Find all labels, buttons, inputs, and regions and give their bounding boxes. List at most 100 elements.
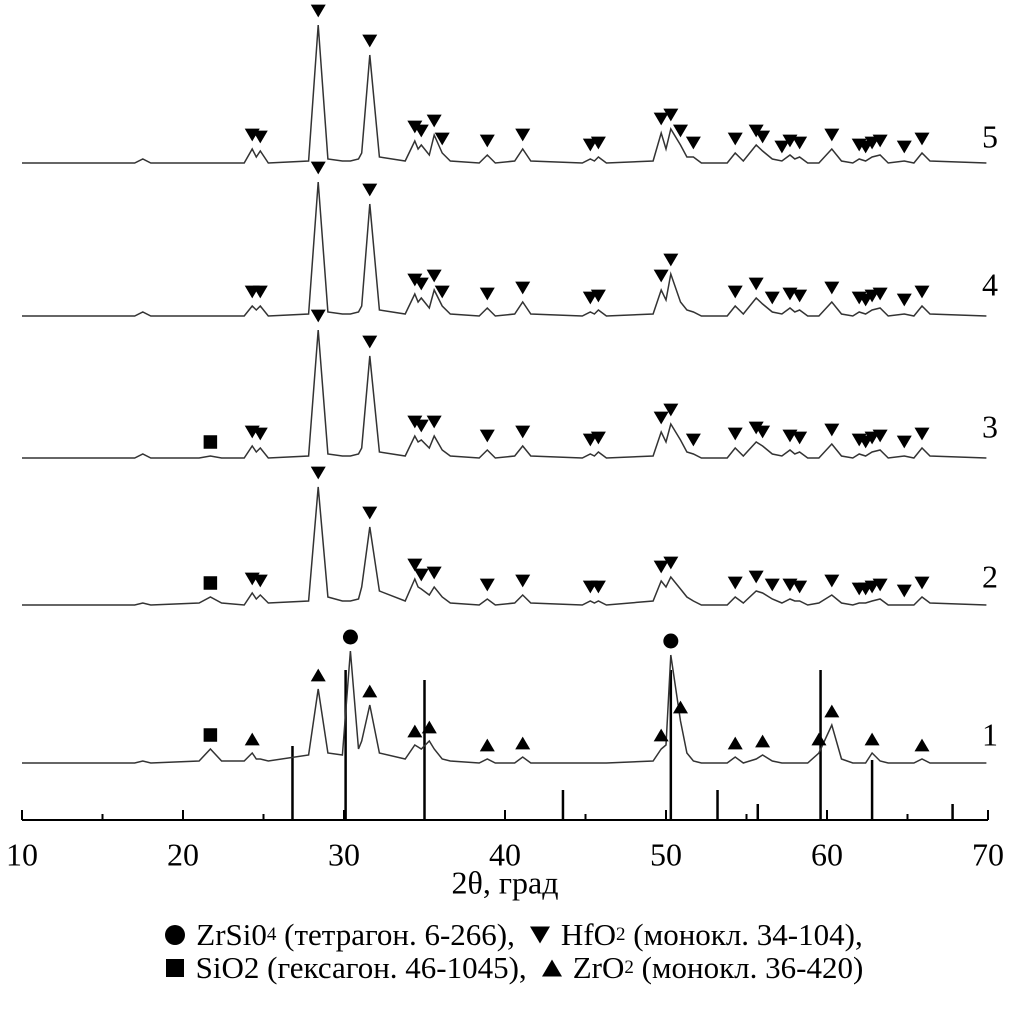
marker-up <box>362 684 378 698</box>
marker-down <box>653 112 669 126</box>
marker-up <box>914 738 930 752</box>
x-tick-label: 30 <box>328 836 360 872</box>
marker-down <box>252 574 268 588</box>
marker-down <box>914 285 930 299</box>
marker-up <box>541 959 562 976</box>
marker-up <box>727 736 743 750</box>
marker-down <box>479 287 495 301</box>
marker-down <box>310 161 326 175</box>
marker-down <box>755 425 771 439</box>
marker-down <box>653 560 669 574</box>
legend-sub: 2 <box>616 923 626 945</box>
marker-down <box>727 132 743 146</box>
marker-down <box>515 281 531 295</box>
marker-down <box>685 136 701 150</box>
marker-down <box>653 269 669 283</box>
marker-up <box>421 720 437 734</box>
marker-down <box>362 335 378 349</box>
marker-down <box>653 411 669 425</box>
marker-up <box>755 734 771 748</box>
marker-down <box>310 466 326 480</box>
series-label: 3 <box>982 408 998 444</box>
legend-symbol <box>165 958 184 977</box>
marker-down <box>479 134 495 148</box>
marker-down <box>515 574 531 588</box>
marker-down <box>479 429 495 443</box>
legend-symbol <box>165 924 186 945</box>
marker-down <box>362 506 378 520</box>
marker-down <box>872 429 888 443</box>
marker-down <box>407 415 423 429</box>
marker-down <box>426 566 442 580</box>
marker-down <box>434 132 450 146</box>
legend-formula: HfO <box>560 916 616 952</box>
trace <box>22 24 987 164</box>
marker-down <box>252 285 268 299</box>
marker-down <box>872 287 888 301</box>
legend-sub: 4 <box>266 923 277 945</box>
marker-down <box>824 281 840 295</box>
marker-down <box>590 136 606 150</box>
marker-down <box>774 140 790 154</box>
legend-row: SiO2 (гексагон. 46-1045), ZrO 2 (монокл. 3… <box>0 949 1013 985</box>
marker-down <box>914 576 930 590</box>
marker-up <box>244 732 260 746</box>
marker-down <box>792 136 808 150</box>
marker-up <box>407 724 423 738</box>
legend-note: (тетрагон. 6-266), <box>276 916 515 952</box>
marker-down <box>896 140 912 154</box>
marker-down <box>663 556 679 570</box>
legend-note: (монокл. 36-420) <box>633 949 864 985</box>
marker-down <box>748 421 764 435</box>
marker-down <box>426 114 442 128</box>
legend-formula: ZrSi0 <box>196 916 267 952</box>
marker-down <box>792 580 808 594</box>
marker-down <box>896 435 912 449</box>
legend-note: (монокл. 34-104), <box>625 916 863 952</box>
marker-down <box>515 128 531 142</box>
marker-square <box>203 435 218 449</box>
marker-down <box>529 926 550 943</box>
x-tick-label: 60 <box>811 836 843 872</box>
marker-down <box>362 34 378 48</box>
marker-down <box>872 578 888 592</box>
marker-down <box>407 273 423 287</box>
marker-down <box>663 253 679 267</box>
marker-up <box>515 736 531 750</box>
marker-down <box>407 120 423 134</box>
legend-note: (гексагон. 46-1045), <box>259 949 527 985</box>
x-tick-label: 50 <box>650 836 682 872</box>
x-tick-label: 40 <box>489 836 521 872</box>
marker-up <box>672 700 688 714</box>
marker-up <box>864 732 880 746</box>
series-label: 5 <box>982 118 998 154</box>
x-tick-label: 10 <box>6 836 38 872</box>
marker-down <box>727 427 743 441</box>
marker-down <box>590 580 606 594</box>
legend-symbol <box>529 926 550 943</box>
trace <box>22 486 987 606</box>
marker-down <box>764 578 780 592</box>
marker-down <box>755 130 771 144</box>
marker-down <box>727 285 743 299</box>
marker-circle <box>663 633 679 649</box>
marker-down <box>310 4 326 18</box>
trace <box>22 650 987 764</box>
marker-square <box>165 958 184 977</box>
marker-down <box>407 558 423 572</box>
marker-down <box>824 574 840 588</box>
trace <box>22 329 987 459</box>
legend-sub: 2 <box>624 956 634 978</box>
marker-down <box>824 423 840 437</box>
marker-down <box>872 134 888 148</box>
marker-down <box>672 124 688 138</box>
marker-circle <box>165 924 186 945</box>
marker-square <box>203 728 218 742</box>
marker-down <box>663 403 679 417</box>
marker-up <box>479 738 495 752</box>
marker-down <box>362 183 378 197</box>
marker-down <box>434 285 450 299</box>
marker-down <box>413 277 429 291</box>
marker-down <box>310 309 326 323</box>
marker-down <box>515 425 531 439</box>
